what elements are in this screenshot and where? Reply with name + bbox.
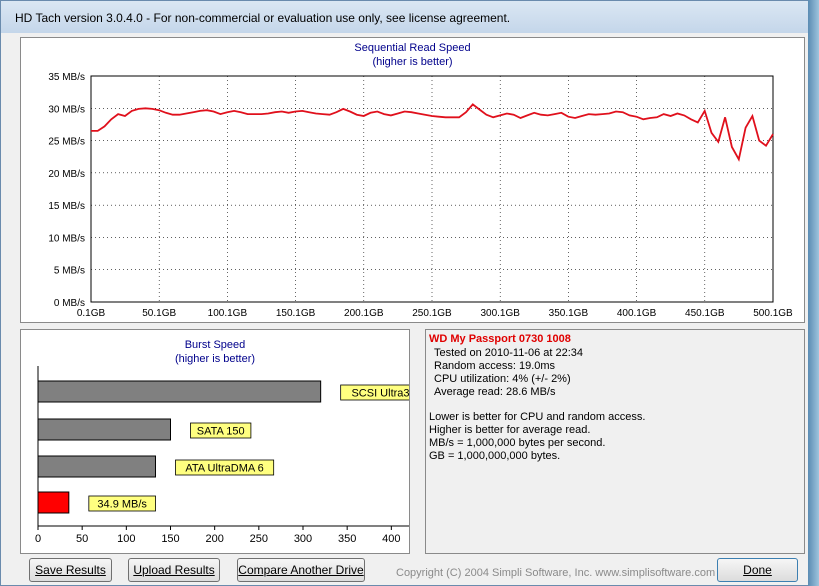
burst-bar-label-box bbox=[190, 422, 252, 439]
done-button[interactable]: Done bbox=[717, 558, 798, 582]
burst-x-tick-label: 200 bbox=[205, 533, 223, 545]
read-speed-line bbox=[91, 103, 774, 162]
read-y-tick-label: 25 MB/s bbox=[48, 137, 85, 148]
save-results-label: Save Results bbox=[35, 563, 106, 577]
burst-bar-label: ATA UltraDMA 6 bbox=[185, 463, 263, 475]
burst-bar-label: SATA 150 bbox=[197, 426, 245, 438]
burst-bar bbox=[37, 380, 322, 403]
note-higher-better: Higher is better for average read. bbox=[429, 424, 591, 436]
read-x-tick-label: 250.1GB bbox=[412, 308, 452, 319]
note-gb-def: GB = 1,000,000,000 bytes. bbox=[429, 450, 561, 462]
burst-bar-label-box bbox=[340, 384, 409, 401]
read-x-tick-label: 0.1GB bbox=[77, 308, 106, 319]
burst-bar bbox=[37, 418, 171, 441]
read-y-tick-label: 10 MB/s bbox=[48, 233, 85, 244]
burst-x-tick-label: 250 bbox=[250, 533, 268, 545]
read-x-tick-label: 300.1GB bbox=[480, 308, 520, 319]
background-desktop-strip bbox=[808, 0, 819, 586]
average-read: Average read: 28.6 MB/s bbox=[434, 386, 556, 398]
burst-chart-subtitle: (higher is better) bbox=[174, 353, 256, 365]
random-access: Random access: 19.0ms bbox=[434, 360, 556, 372]
cpu-utilization: CPU utilization: 4% (+/- 2%) bbox=[434, 373, 571, 385]
note-mbps-def: MB/s = 1,000,000 bytes per second. bbox=[429, 437, 606, 449]
burst-speed-panel: Burst Speed (higher is better) 0 50 100 150… bbox=[20, 329, 410, 554]
tested-on: Tested on 2010-11-06 at 22:34 bbox=[434, 347, 584, 359]
window-title: HD Tach version 3.0.4.0 - For non-commer… bbox=[15, 11, 511, 25]
burst-x-tick-label: 100 bbox=[117, 533, 135, 545]
read-y-tick-label: 5 MB/s bbox=[54, 266, 85, 277]
read-x-tick-label: 200.1GB bbox=[344, 308, 384, 319]
burst-bar bbox=[37, 455, 156, 478]
burst-speed-chart: 0 50 100 150 200 250 300 350 400 SCSI Ultra320 SAT… bbox=[35, 366, 409, 545]
burst-x-tick-label: 350 bbox=[338, 533, 356, 545]
burst-bar-label-box bbox=[88, 495, 156, 512]
read-y-tick-label: 35 MB/s bbox=[48, 72, 85, 83]
read-x-tick-label: 150.1GB bbox=[276, 308, 316, 319]
burst-bar-label: 34.9 MB/s bbox=[97, 499, 147, 511]
burst-x-tick-label: 300 bbox=[294, 533, 312, 545]
read-chart-title: Sequential Read Speed bbox=[354, 42, 471, 54]
burst-bar bbox=[37, 491, 70, 514]
burst-x-tick-label: 0 bbox=[35, 533, 41, 545]
upload-results-button[interactable]: Upload Results bbox=[128, 558, 220, 582]
title-bar[interactable]: HD Tach version 3.0.4.0 - For non-commer… bbox=[1, 1, 813, 33]
read-x-tick-label: 350.1GB bbox=[549, 308, 589, 319]
save-results-button[interactable]: Save Results bbox=[29, 558, 112, 582]
drive-info-panel: WD My Passport 0730 1008 Tested on 2010-… bbox=[425, 329, 805, 554]
burst-x-tick-label: 50 bbox=[76, 533, 88, 545]
burst-bar-label-box bbox=[175, 459, 275, 476]
burst-bar-label: SCSI Ultra320 bbox=[351, 388, 409, 400]
upload-results-label: Upload Results bbox=[133, 563, 215, 577]
read-x-tick-label: 50.1GB bbox=[142, 308, 176, 319]
done-label: Done bbox=[743, 563, 772, 577]
compare-drive-label: Compare Another Drive bbox=[238, 563, 364, 577]
copyright-text: Copyright (C) 2004 Simpli Software, Inc.… bbox=[396, 567, 716, 579]
read-x-tick-label: 500.1GB bbox=[753, 308, 793, 319]
drive-name: WD My Passport 0730 1008 bbox=[429, 333, 571, 345]
sequential-read-panel: Sequential Read Speed (higher is better)… bbox=[20, 37, 805, 323]
burst-x-tick-label: 150 bbox=[161, 533, 179, 545]
read-y-tick-label: 0 MB/s bbox=[54, 298, 85, 309]
read-x-tick-label: 450.1GB bbox=[685, 308, 725, 319]
note-lower-better: Lower is better for CPU and random acces… bbox=[429, 411, 646, 423]
read-x-tick-label: 400.1GB bbox=[617, 308, 657, 319]
read-y-tick-label: 15 MB/s bbox=[48, 201, 85, 212]
burst-chart-title: Burst Speed bbox=[184, 339, 246, 351]
read-y-tick-label: 30 MB/s bbox=[48, 104, 85, 115]
read-x-tick-label: 100.1GB bbox=[208, 308, 248, 319]
read-chart-subtitle: (higher is better) bbox=[372, 56, 453, 68]
read-y-tick-label: 20 MB/s bbox=[48, 169, 85, 180]
sequential-read-chart: 35 MB/s 30 MB/s 25 MB/s 20 MB/s 15 MB/s 10 MB… bbox=[48, 72, 793, 319]
compare-drive-button[interactable]: Compare Another Drive bbox=[237, 558, 365, 582]
burst-x-tick-label: 400 bbox=[382, 533, 400, 545]
